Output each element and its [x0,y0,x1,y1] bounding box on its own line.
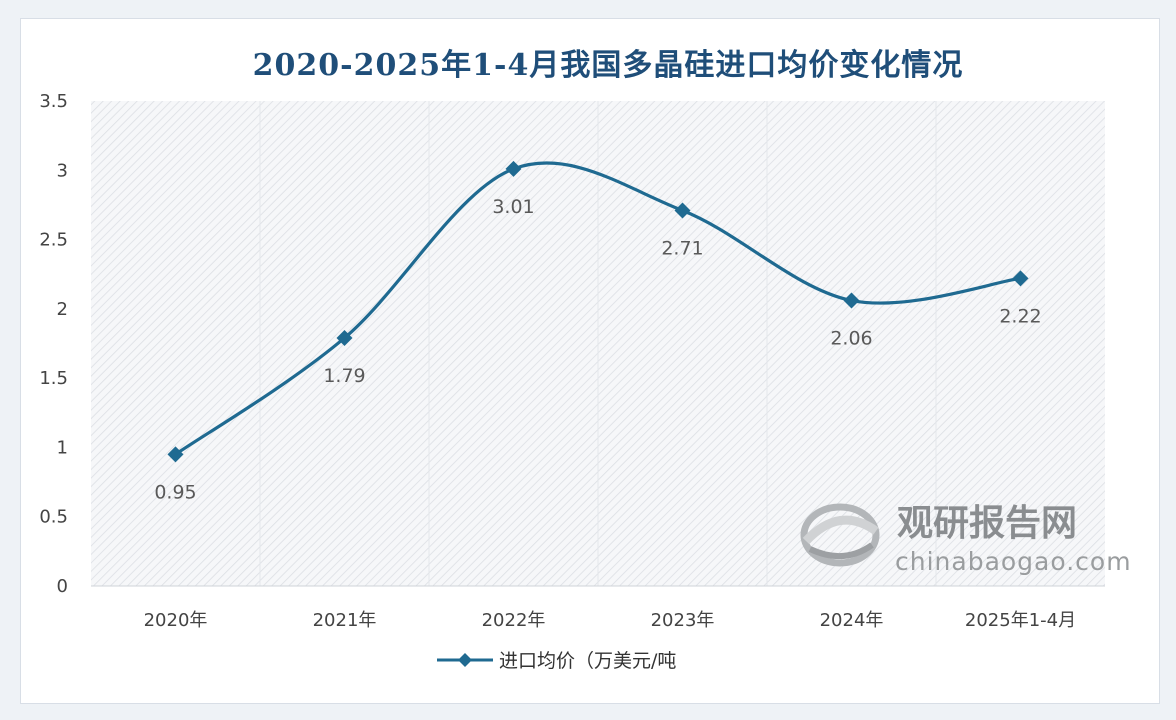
data-label: 2.22 [999,305,1041,327]
data-label: 2.06 [830,328,872,350]
logo-swirl-icon [800,503,880,567]
x-tick-label: 2020年 [144,610,208,631]
y-tick-label: 0 [57,576,68,597]
watermark: 观研报告网 chinabaogao.com [800,503,1132,576]
series-line [174,161,1021,456]
legend-marker [458,653,472,667]
data-point-marker [505,160,522,177]
data-point-marker [336,329,353,346]
x-tick-label: 2023年 [651,610,715,631]
legend: 进口均价（万美元/吨 [437,650,676,672]
y-axis-ticks: 0 0.5 1 1.5 2 2.5 3 3.5 [39,91,68,597]
data-point-marker [1012,270,1029,287]
data-label: 0.95 [154,481,196,503]
y-tick-label: 2.5 [39,230,68,251]
watermark-url: chinabaogao.com [895,547,1132,576]
y-tick-label: 2 [57,299,68,320]
legend-label: 进口均价（万美元/吨 [499,650,676,672]
y-tick-label: 3.5 [39,91,68,112]
data-point-marker [674,202,691,219]
x-tick-label: 2024年 [820,610,884,631]
data-label: 2.71 [661,237,703,259]
category-bands [91,101,1105,587]
data-labels: 0.95 1.79 3.01 2.71 2.06 2.22 [154,196,1041,503]
data-point-marker [843,292,860,309]
x-axis-ticks: 2020年 2021年 2022年 2023年 2024年 2025年1-4月 [144,610,1077,631]
y-tick-label: 1 [57,437,68,458]
series-group [167,160,1029,463]
chart-title: 2020-2025年1-4月我国多晶硅进口均价变化情况 [252,48,964,83]
x-tick-label: 2022年 [482,610,546,631]
data-point-marker [167,446,184,463]
data-label: 1.79 [323,365,365,387]
watermark-name: 观研报告网 [897,503,1077,544]
y-tick-label: 0.5 [39,507,68,528]
y-tick-label: 1.5 [39,368,68,389]
x-tick-label: 2021年 [313,610,377,631]
data-label: 3.01 [492,196,534,218]
y-tick-label: 3 [57,160,68,181]
x-tick-label: 2025年1-4月 [965,610,1076,631]
